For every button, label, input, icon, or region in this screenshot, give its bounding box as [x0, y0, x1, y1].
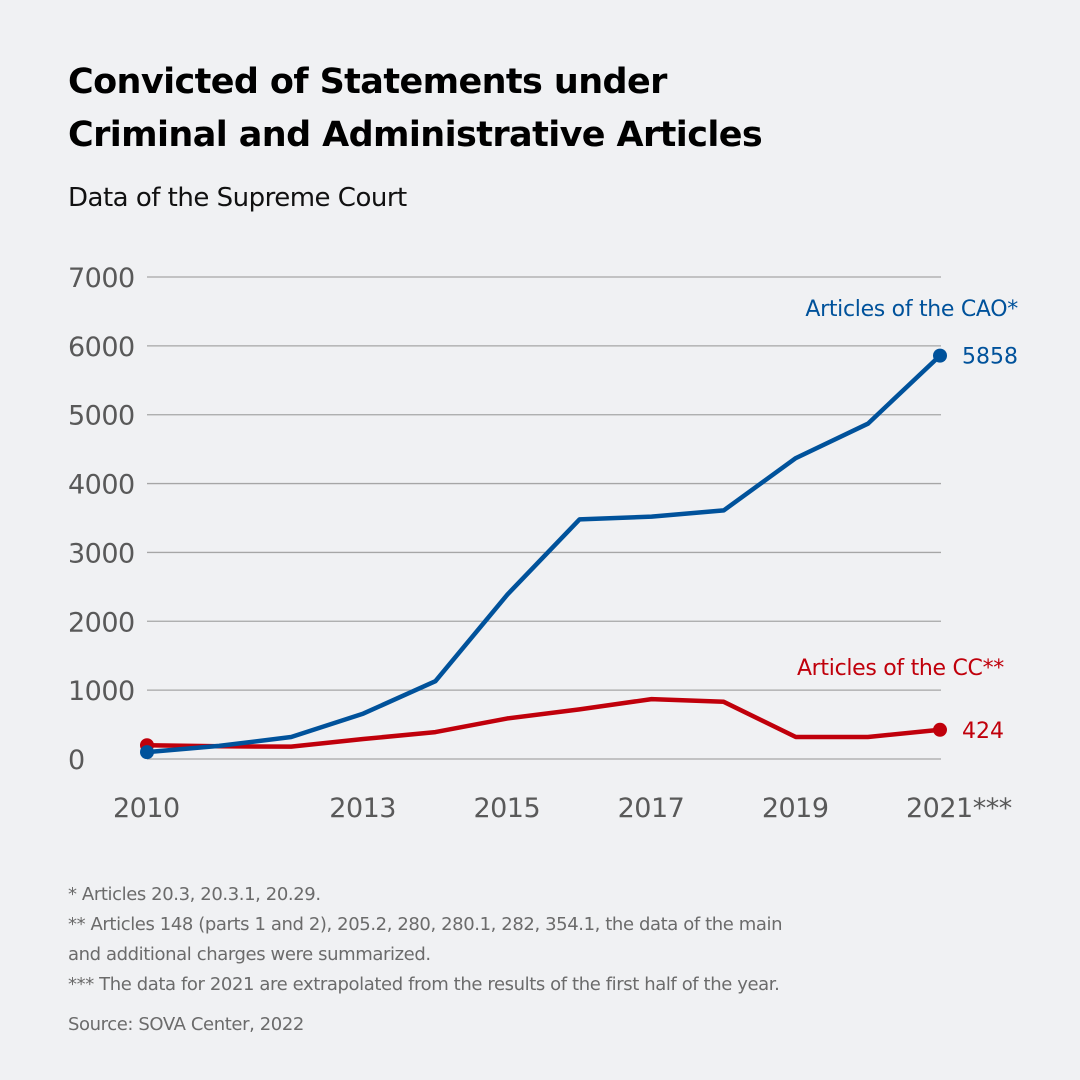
x-tick-label: 2015 — [473, 793, 540, 824]
y-tick-label: 4000 — [68, 470, 135, 501]
footnote-cc: ** Articles 148 (parts 1 and 2), 205.2, … — [68, 914, 783, 935]
series-line-cao — [146, 353, 942, 755]
gridlines — [147, 276, 941, 760]
x-tick-label: 2019 — [762, 793, 829, 824]
footnotes: * Articles 20.3, 20.3.1, 20.29. ** Artic… — [68, 880, 948, 1000]
chart-title-line-2: Criminal and Administrative Articles — [68, 115, 763, 155]
series-line-cc — [146, 696, 941, 749]
chart-title-line-1: Convicted of Statements under — [68, 62, 667, 102]
chart-subtitle: Data of the Supreme Court — [68, 183, 407, 213]
series-lines — [140, 348, 947, 760]
y-tick-label: 0 — [68, 745, 85, 776]
y-tick-label: 2000 — [68, 607, 135, 638]
y-axis-ticks: 0 1000 2000 3000 4000 5000 6000 7000 — [68, 263, 135, 776]
source-note: Source: SOVA Center, 2022 — [68, 1014, 304, 1035]
end-point-marker — [933, 348, 947, 363]
end-value-label: 424 — [962, 719, 1004, 744]
x-tick-label: 2017 — [618, 793, 685, 824]
footnote-cc-continued: and additional charges were summarized. — [68, 944, 431, 965]
end-value-label: 5858 — [962, 345, 1018, 370]
series-name-label: Articles of the CC** — [797, 656, 1004, 681]
x-axis-ticks: 2010 2013 2015 2017 2019 2021*** — [113, 793, 1012, 824]
x-tick-label: 2021*** — [906, 793, 1012, 824]
footnote-2021: *** The data for 2021 are extrapolated f… — [68, 974, 780, 995]
series-labels: 424 Articles of the CC** 5858 Articles of t… — [797, 297, 1019, 744]
end-point-marker — [933, 722, 947, 737]
y-tick-label: 7000 — [68, 263, 135, 294]
x-tick-label: 2013 — [329, 793, 396, 824]
y-tick-label: 5000 — [68, 401, 135, 432]
y-tick-label: 6000 — [68, 332, 135, 363]
footnote-cao: * Articles 20.3, 20.3.1, 20.29. — [68, 884, 321, 905]
chart-title: Convicted of Statements under Criminal a… — [68, 56, 763, 162]
series-name-label: Articles of the CAO* — [805, 297, 1018, 322]
start-point-marker — [140, 745, 154, 760]
y-tick-label: 3000 — [68, 538, 135, 569]
x-tick-label: 2010 — [113, 793, 180, 824]
y-tick-label: 1000 — [68, 676, 135, 707]
